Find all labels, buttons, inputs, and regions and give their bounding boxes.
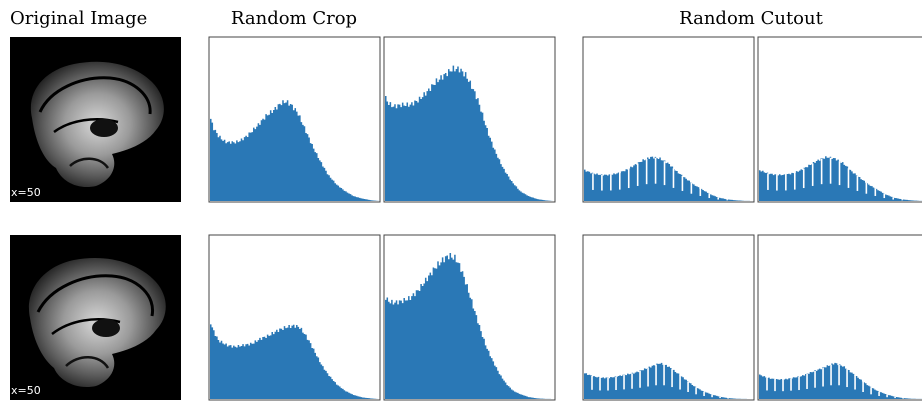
cutout-gap (902, 398, 904, 399)
cutout-gap (699, 188, 702, 196)
cutout-gap (717, 197, 720, 200)
cutout-gap (774, 379, 776, 392)
histogram-area-row1-random-crop-1 (210, 100, 379, 201)
cutout-gap (607, 377, 609, 391)
cutout-gap (647, 367, 649, 387)
cutout-gap (870, 387, 872, 395)
cutout-gap (687, 381, 689, 392)
cutout-gap (846, 369, 848, 388)
cutout-gap (878, 391, 880, 397)
cutout-gap (645, 158, 648, 185)
panels (208, 36, 922, 401)
histogram-area-row2-random-crop-1 (210, 324, 379, 399)
histogram-area-row1-random-cutout-2 (759, 156, 922, 201)
cutout-gap (719, 396, 721, 399)
cutout-gap (838, 364, 840, 386)
cutout-gap (636, 163, 639, 186)
cutout-gap (708, 193, 711, 199)
cutout-gap (727, 398, 729, 399)
cutout-gap (663, 161, 666, 186)
slice-label: x=50 (11, 186, 41, 199)
cutout-gap (631, 373, 633, 389)
brain-image-row1: x=50 (10, 37, 181, 202)
cutout-gap (610, 174, 612, 191)
cutout-gap (894, 396, 896, 399)
cutout-gap (822, 367, 824, 387)
histogram-area-row2-random-cutout-1 (584, 362, 753, 399)
cutout-gap (874, 188, 877, 196)
cutout-gap (790, 378, 792, 391)
cutout-gap (782, 379, 784, 392)
cutout-gap (802, 168, 805, 189)
histogram-area-row2-random-crop-2 (385, 252, 554, 399)
cutout-gap (681, 175, 684, 191)
cutout-gap (883, 193, 886, 199)
title-original-image: Original Image (10, 8, 147, 29)
cutout-gap (601, 174, 603, 191)
cutout-gap (811, 163, 814, 186)
slice-label: x=50 (11, 384, 41, 397)
cutout-gap (766, 377, 768, 391)
cutout-gap (703, 391, 705, 397)
cutout-gap (847, 168, 850, 188)
cutout-gap (615, 376, 617, 391)
cutout-gap (672, 168, 675, 188)
cutout-gap (865, 182, 868, 194)
cutout-gap (838, 161, 841, 186)
cutout-gap (655, 364, 657, 386)
cutout-gap (820, 158, 823, 185)
cutout-gap (785, 174, 787, 191)
cutout-gap (639, 370, 641, 388)
cutout-gap (901, 199, 903, 201)
cutout-gap (830, 364, 832, 386)
cutout-gap (654, 157, 657, 184)
cutout-gap (806, 373, 808, 389)
brain-image-row2: x=50 (10, 235, 181, 400)
cutout-gap (856, 175, 859, 191)
cutout-gap (814, 370, 816, 388)
cutout-gap (671, 369, 673, 388)
cutout-gap (618, 172, 621, 190)
cutout-gap (711, 394, 713, 398)
cutout-gap (829, 157, 832, 184)
title-random-cutout: Random Cutout (679, 8, 823, 29)
cutout-gap (776, 174, 778, 191)
cutout-gap (623, 374, 625, 390)
histogram-area-row1-random-crop-2 (385, 65, 554, 201)
cutout-gap (798, 376, 800, 391)
cutout-gap (679, 375, 681, 390)
title-random-crop: Random Crop (231, 8, 357, 29)
cutout-gap (862, 381, 864, 392)
histogram-layer (210, 65, 922, 399)
cutout-gap (767, 173, 769, 190)
cutout-gap (627, 168, 630, 189)
cutout-gap (599, 377, 601, 391)
histogram-area-row1-random-cutout-1 (584, 156, 753, 201)
cutout-gap (886, 394, 888, 398)
cutout-gap (695, 387, 697, 395)
cutout-gap (592, 173, 594, 190)
cutout-gap (892, 197, 895, 200)
cutout-gap (591, 376, 593, 390)
cutout-gap (663, 364, 665, 386)
cutout-gap (726, 199, 728, 201)
cutout-gap (793, 172, 796, 190)
cutout-gap (854, 375, 856, 390)
cutout-gap (690, 182, 693, 194)
